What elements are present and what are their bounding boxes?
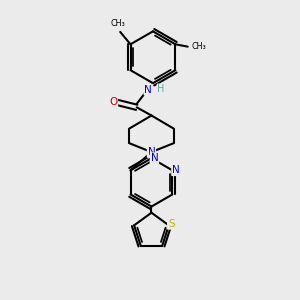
Text: N: N	[172, 165, 180, 175]
Text: N: N	[148, 147, 155, 157]
Text: O: O	[109, 97, 117, 107]
Text: CH₃: CH₃	[110, 20, 125, 28]
Text: N: N	[151, 153, 158, 163]
Text: N: N	[144, 85, 152, 94]
Text: S: S	[168, 219, 175, 229]
Text: H: H	[157, 84, 165, 94]
Text: CH₃: CH₃	[191, 42, 206, 51]
